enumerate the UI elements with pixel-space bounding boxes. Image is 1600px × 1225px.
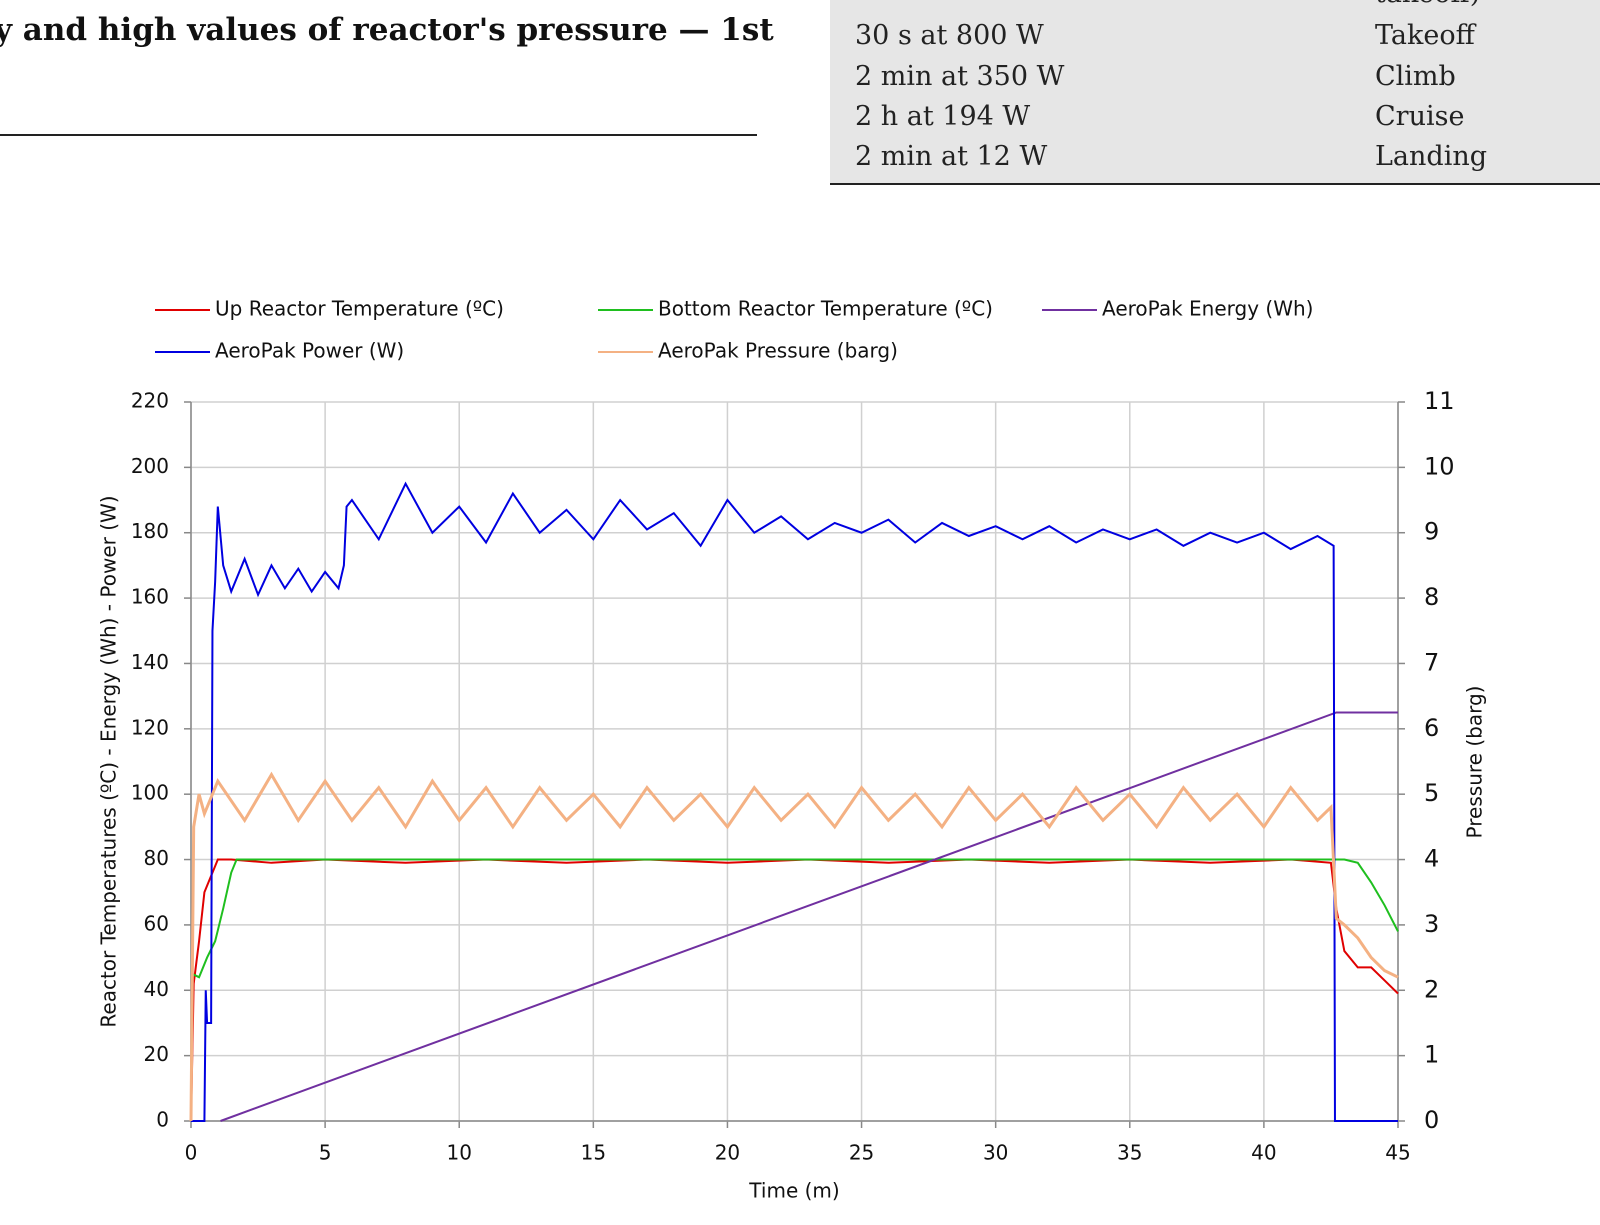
table-cell: Landing <box>1375 141 1488 172</box>
series-line <box>190 858 1399 1122</box>
x-tick-label: 0 <box>185 1141 198 1165</box>
y-tick-label: 200 <box>131 454 169 478</box>
y2-tick-label: 8 <box>1424 583 1439 611</box>
table-cell: 2 min at 12 W <box>855 141 1048 172</box>
table-cell: Climb <box>1375 61 1456 92</box>
y-axis-label: Reactor Temperatures (ºC) - Energy (Wh) … <box>97 495 121 1027</box>
table-cell: 2 h at 194 W <box>855 101 1031 132</box>
y2-tick-label: 11 <box>1424 387 1455 415</box>
legend-label: AeroPak Energy (Wh) <box>1102 297 1313 321</box>
y-tick-label: 100 <box>131 781 169 805</box>
legend-label: AeroPak Pressure (barg) <box>658 339 898 363</box>
legend-label: AeroPak Power (W) <box>215 339 404 363</box>
x-tick-label: 20 <box>715 1141 740 1165</box>
x-tick-label: 25 <box>849 1141 874 1165</box>
table-cell: Takeoff <box>1375 20 1475 51</box>
x-tick-label: 35 <box>1117 1141 1142 1165</box>
y-tick-label: 220 <box>131 389 169 413</box>
y2-axis-label: Pressure (barg) <box>1463 686 1487 839</box>
y2-tick-label: 3 <box>1424 910 1439 938</box>
y-tick-label: 140 <box>131 650 169 674</box>
rule <box>0 134 757 136</box>
y2-tick-label: 4 <box>1424 845 1439 873</box>
y2-tick-label: 9 <box>1424 518 1439 546</box>
series-line <box>190 858 1399 1122</box>
x-axis-label: Time (m) <box>748 1179 839 1203</box>
x-tick-label: 45 <box>1385 1141 1410 1165</box>
y-tick-label: 180 <box>131 519 169 543</box>
x-tick-label: 15 <box>581 1141 606 1165</box>
y2-tick-label: 7 <box>1424 648 1439 676</box>
x-tick-label: 10 <box>446 1141 471 1165</box>
series-line <box>189 771 1399 1122</box>
y2-tick-label: 0 <box>1424 1106 1439 1134</box>
y-tick-label: 80 <box>144 846 169 870</box>
table-cell: takeoff) <box>1375 0 1480 9</box>
table: takeoff) 30 s at 800 W Takeoff 2 min at 350… <box>830 0 1600 185</box>
y2-tick-label: 10 <box>1424 452 1455 480</box>
y2-tick-label: 2 <box>1424 975 1439 1003</box>
x-tick-label: 5 <box>319 1141 332 1165</box>
y-tick-label: 40 <box>144 977 169 1001</box>
table-cell: 30 s at 800 W <box>855 20 1044 51</box>
legend-label: Up Reactor Temperature (ºC) <box>215 297 504 321</box>
y2-tick-label: 5 <box>1424 779 1439 807</box>
y2-tick-label: 6 <box>1424 714 1439 742</box>
y-tick-label: 60 <box>144 911 169 935</box>
y-tick-label: 0 <box>156 1108 169 1132</box>
series-line <box>191 481 1398 1122</box>
table-cell: Cruise <box>1375 101 1465 132</box>
document-title: y and high values of reactor's pressure … <box>0 12 774 48</box>
series-line <box>220 711 1398 1122</box>
x-tick-label: 40 <box>1251 1141 1276 1165</box>
y-tick-label: 160 <box>131 585 169 609</box>
table-cell: 2 min at 350 W <box>855 61 1065 92</box>
y2-tick-label: 1 <box>1424 1041 1439 1069</box>
y-tick-label: 20 <box>144 1042 169 1066</box>
y-tick-label: 120 <box>131 715 169 739</box>
x-tick-label: 30 <box>983 1141 1008 1165</box>
legend-label: Bottom Reactor Temperature (ºC) <box>658 297 993 321</box>
